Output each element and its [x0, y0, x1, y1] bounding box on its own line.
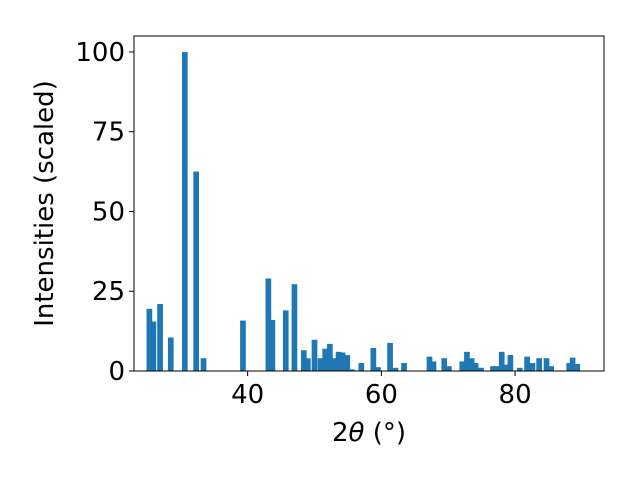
x-tick-label: 60	[365, 380, 398, 410]
bar	[349, 369, 355, 371]
bar	[446, 366, 452, 371]
bar	[291, 284, 298, 371]
bar	[387, 342, 393, 371]
bar	[322, 348, 329, 371]
bar	[344, 355, 351, 371]
bar	[502, 364, 509, 371]
bar	[464, 351, 470, 371]
bar	[375, 367, 381, 371]
bar	[441, 358, 448, 371]
bar	[317, 358, 324, 371]
bar	[265, 278, 272, 371]
bar	[430, 361, 437, 371]
bar	[569, 357, 576, 371]
y-tick-label: 75	[92, 118, 125, 148]
bar	[282, 310, 289, 371]
bar	[146, 308, 153, 371]
bar	[327, 343, 333, 371]
bar	[524, 356, 530, 371]
bar	[370, 348, 377, 371]
bar	[468, 358, 475, 371]
bar	[339, 352, 346, 371]
bar	[490, 366, 496, 371]
y-tick-label: 100	[75, 38, 125, 68]
x-tick-label: 80	[499, 380, 532, 410]
bar	[472, 363, 479, 371]
bars-group	[146, 51, 581, 371]
bar	[507, 355, 514, 371]
bar	[269, 319, 276, 371]
bar	[574, 363, 581, 371]
bar	[494, 366, 500, 371]
bar	[498, 351, 505, 371]
bar	[543, 358, 550, 371]
bar	[200, 358, 207, 371]
bar	[181, 51, 188, 371]
bar	[566, 363, 573, 371]
bar	[193, 171, 200, 371]
bar	[426, 356, 433, 371]
bar	[548, 366, 555, 371]
x-tick-label: 40	[231, 380, 264, 410]
bar	[516, 367, 523, 371]
y-tick-label: 50	[92, 197, 125, 227]
bar	[401, 363, 407, 371]
bar	[358, 363, 365, 371]
y-tick-label: 0	[108, 357, 125, 387]
bar	[331, 358, 337, 371]
x-axis-ticks: 40 60 80	[231, 371, 532, 410]
y-tick-label: 25	[92, 277, 125, 307]
bar	[536, 358, 542, 371]
bar	[157, 304, 163, 371]
bar	[300, 350, 307, 371]
x-axis-label: 2θ (°)	[332, 418, 406, 448]
y-axis-label: Intensities (scaled)	[30, 80, 60, 327]
bar	[167, 337, 174, 371]
bar	[150, 321, 157, 371]
bar	[529, 363, 536, 371]
bar	[304, 358, 311, 371]
plot-area-frame	[133, 35, 605, 372]
bar	[335, 351, 342, 371]
bar	[459, 361, 466, 371]
bar	[392, 367, 399, 371]
bar	[478, 367, 484, 371]
bar	[311, 339, 318, 371]
y-axis-ticks: 0 25 50 75 100	[75, 38, 134, 387]
bar	[240, 320, 246, 371]
